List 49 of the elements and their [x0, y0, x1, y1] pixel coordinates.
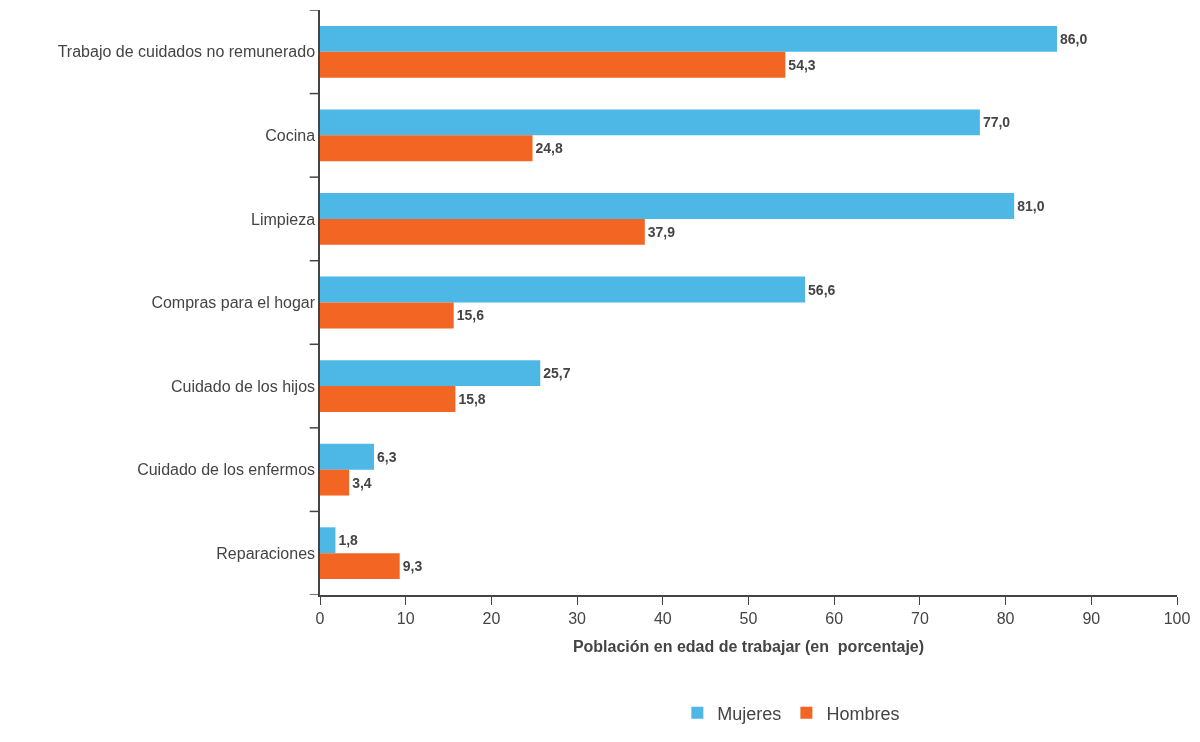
bar [320, 276, 806, 303]
data-label: 54,3 [788, 56, 816, 73]
data-label: 3,4 [352, 474, 372, 491]
x-tick-label: 70 [911, 609, 929, 627]
data-label: 15,6 [456, 307, 485, 324]
y-tick-label: Reparaciones [216, 544, 316, 562]
bar [320, 527, 336, 554]
x-tick-label: 40 [653, 609, 672, 627]
x-tick-label: 0 [315, 609, 325, 627]
data-label: 56,6 [808, 281, 836, 298]
data-label: 6,3 [376, 448, 397, 465]
bar [320, 386, 456, 412]
bar [320, 109, 980, 136]
y-tick-label: Limpieza [251, 210, 316, 228]
bar [320, 25, 1058, 52]
legend-label: Hombres [826, 703, 900, 724]
x-tick-label: 20 [482, 609, 501, 627]
data-label: 15,8 [458, 391, 486, 408]
bar [320, 218, 645, 245]
x-axis-title: Población en edad de trabajar (en porcentaje) [572, 638, 925, 656]
data-label: 77,0 [982, 114, 1011, 131]
bar [320, 51, 786, 78]
data-label: 1,8 [338, 532, 359, 549]
x-tick-label: 80 [996, 609, 1015, 627]
legend-label: Mujeres [717, 703, 782, 724]
data-label: 25,7 [543, 365, 571, 382]
bar [320, 193, 1015, 219]
y-tick-label: Trabajo de cuidados no remunerado [57, 43, 316, 61]
bar [320, 443, 374, 470]
bar [320, 135, 533, 162]
y-tick-label: Cocina [265, 126, 316, 144]
y-tick-label: Compras para el hogar [151, 294, 316, 312]
bar [320, 302, 454, 329]
data-label: 81,0 [1017, 197, 1045, 214]
y-tick-label: Cuidado de los enfermos [137, 461, 316, 479]
data-label: 37,9 [647, 223, 676, 240]
data-label: 86,0 [1060, 30, 1088, 47]
bar [320, 469, 350, 496]
bar [320, 553, 400, 580]
x-tick-label: 100 [1163, 609, 1191, 627]
x-tick-label: 50 [739, 609, 758, 627]
x-tick-label: 60 [825, 609, 844, 627]
bar [320, 360, 541, 387]
x-tick-label: 30 [568, 609, 587, 627]
x-tick-label: 10 [396, 609, 415, 627]
data-label: 9,3 [402, 558, 423, 575]
data-label: 24,8 [535, 140, 563, 157]
x-tick-label: 90 [1082, 609, 1101, 627]
y-tick-label: Cuidado de los hijos [170, 377, 316, 395]
